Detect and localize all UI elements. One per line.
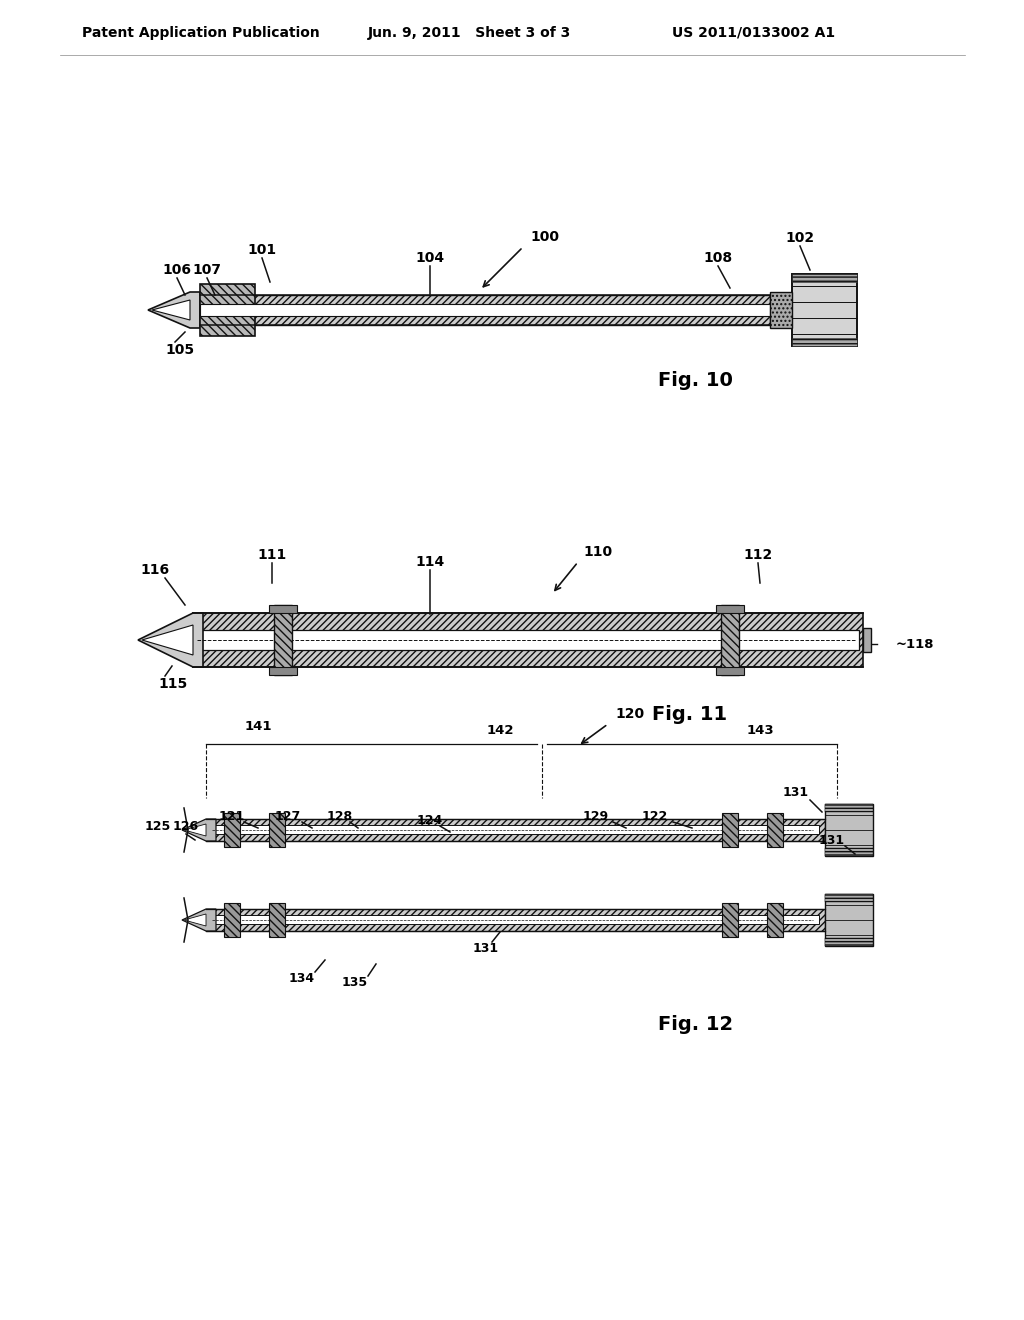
Text: 131: 131 [473, 941, 499, 954]
Bar [197, 630, 859, 649]
Polygon shape [142, 624, 193, 655]
Text: Fig. 12: Fig. 12 [658, 1015, 733, 1035]
Bar [825, 804, 873, 812]
Text: 126: 126 [173, 820, 199, 833]
Bar [224, 813, 240, 847]
Bar [825, 894, 873, 946]
Bar [206, 818, 825, 841]
Text: 100: 100 [530, 230, 559, 244]
Text: 111: 111 [257, 548, 287, 562]
Text: 115: 115 [158, 677, 187, 690]
Text: 131: 131 [783, 785, 809, 799]
Polygon shape [184, 913, 206, 927]
Bar [863, 628, 871, 652]
Text: 124: 124 [417, 813, 443, 826]
Text: 110: 110 [584, 545, 612, 558]
Bar [269, 605, 297, 612]
Bar [269, 667, 297, 675]
Text: 120: 120 [615, 708, 644, 721]
Bar [767, 903, 783, 937]
Text: Patent Application Publication: Patent Application Publication [82, 26, 319, 40]
Bar [212, 825, 819, 834]
Bar [792, 275, 857, 282]
Bar [212, 915, 819, 924]
Polygon shape [184, 824, 206, 836]
Text: 131: 131 [819, 833, 845, 846]
Bar [770, 292, 792, 327]
Bar [269, 813, 285, 847]
Bar [792, 275, 857, 346]
Text: 135: 135 [342, 975, 368, 989]
Bar [716, 667, 744, 675]
Text: 107: 107 [193, 263, 221, 277]
Text: 125: 125 [144, 820, 171, 833]
Text: US 2011/0133002 A1: US 2011/0133002 A1 [672, 26, 836, 40]
Text: 128: 128 [327, 809, 353, 822]
Bar [269, 903, 285, 937]
Text: 143: 143 [746, 723, 774, 737]
Text: Fig. 11: Fig. 11 [652, 705, 728, 725]
Bar [274, 605, 292, 675]
Text: 122: 122 [642, 809, 668, 822]
Bar [224, 903, 240, 937]
Text: 127: 127 [274, 809, 301, 822]
Bar [200, 284, 255, 337]
Text: Jun. 9, 2011   Sheet 3 of 3: Jun. 9, 2011 Sheet 3 of 3 [368, 26, 571, 40]
Text: 114: 114 [416, 554, 444, 569]
Text: 106: 106 [163, 263, 191, 277]
Bar [200, 294, 770, 325]
Polygon shape [182, 818, 216, 841]
Bar [200, 304, 770, 315]
Text: 116: 116 [140, 564, 170, 577]
Bar [722, 813, 738, 847]
Polygon shape [182, 909, 216, 931]
Text: 108: 108 [703, 251, 732, 265]
Bar [193, 612, 863, 667]
Text: 104: 104 [416, 251, 444, 265]
Text: 102: 102 [785, 231, 814, 246]
Text: 134: 134 [289, 972, 315, 985]
Bar [825, 804, 873, 855]
Bar [767, 813, 783, 847]
Text: 142: 142 [486, 723, 514, 737]
Bar [825, 894, 873, 902]
Bar [722, 903, 738, 937]
Text: 112: 112 [743, 548, 773, 562]
Text: ~118: ~118 [896, 638, 935, 651]
Bar [206, 909, 825, 931]
Text: 105: 105 [165, 343, 195, 356]
Text: Fig. 10: Fig. 10 [657, 371, 732, 389]
Text: 101: 101 [248, 243, 276, 257]
Polygon shape [138, 612, 203, 667]
Bar [792, 338, 857, 346]
Bar [721, 605, 739, 675]
Bar [825, 939, 873, 946]
Bar [825, 847, 873, 855]
Polygon shape [152, 300, 190, 319]
Text: 141: 141 [245, 719, 271, 733]
Text: 129: 129 [583, 809, 609, 822]
Bar [716, 605, 744, 612]
Text: 121: 121 [219, 809, 245, 822]
Polygon shape [148, 292, 200, 327]
